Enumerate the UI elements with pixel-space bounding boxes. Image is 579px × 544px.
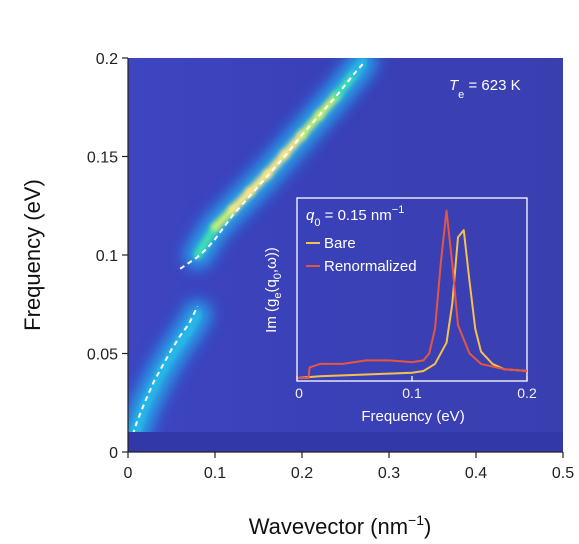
y-tick-label: 0 <box>109 445 118 462</box>
x-tick-label: 0 <box>124 465 133 482</box>
x-tick-label: 0.4 <box>465 465 487 482</box>
dashed-curves <box>132 63 364 432</box>
ridge-lower-core-segment <box>184 310 202 334</box>
ridge-upper-core-segment <box>193 223 219 259</box>
ridge-lower-core-segment <box>141 365 167 409</box>
ridge-upper-core-segment <box>245 170 272 196</box>
x-tick-label: 0.3 <box>378 465 400 482</box>
ridge-upper-core-segment <box>228 187 254 214</box>
ridge-upper-core-segment <box>298 111 324 139</box>
ridge-lower-core-segment <box>132 400 150 432</box>
heatmap-floor-band <box>128 432 563 452</box>
ridge-upper-core-segment <box>263 150 289 179</box>
inset-plot: 0 0.1 0.2 Frequency (eV) Im (ge(q0,ω)) q0 … <box>263 197 537 425</box>
x-axis-label: Wavevector (nm−1) <box>249 512 432 539</box>
inset-series <box>296 209 528 379</box>
inset-x-tick-label: 0 <box>295 385 303 401</box>
y-tick-label: 0.2 <box>96 51 118 68</box>
inset-series-line-0 <box>296 229 528 379</box>
inset-header: q0 = 0.15 nm−1 <box>306 204 404 229</box>
legend-label-renormalized: Renormalized <box>324 258 417 275</box>
x-tick-label: 0.2 <box>291 465 313 482</box>
y-tick-label: 0.05 <box>87 347 118 364</box>
ridge-upper-core-segment <box>315 91 341 120</box>
inset-x-tick-label: 0.1 <box>402 385 422 401</box>
axes: 0 0.1 0.2 0.3 0.4 0.5 0 0.05 0.1 0.15 0.2 <box>87 51 574 482</box>
legend-label-bare: Bare <box>324 235 356 252</box>
inset-y-axis-label: Im (ge(q0,ω)) <box>263 247 284 333</box>
inset-x-ticks: 0 0.1 0.2 <box>295 376 537 401</box>
dashed-curve-0 <box>179 63 364 270</box>
ridge-upper-core-segment <box>280 130 306 159</box>
inset-x-tick-label: 0.2 <box>517 385 537 401</box>
y-ticks: 0 0.05 0.1 0.15 0.2 <box>87 51 128 462</box>
temperature-annotation: Te = 623 K <box>449 77 521 101</box>
y-tick-label: 0.15 <box>87 150 118 167</box>
main-plot <box>128 58 563 452</box>
dashed-curve-1 <box>132 305 199 432</box>
ridge-lower-core-segment <box>158 337 185 374</box>
y-tick-label: 0.1 <box>96 248 118 265</box>
inset-x-axis-label: Frequency (eV) <box>361 408 464 425</box>
y-axis-label: Frequency (eV) <box>20 179 45 331</box>
x-tick-label: 0.5 <box>552 465 574 482</box>
x-ticks: 0 0.1 0.2 0.3 0.4 0.5 <box>124 452 574 482</box>
ridge-upper-core-segment <box>332 69 359 100</box>
inset-series-line-1 <box>297 209 528 379</box>
inset-legend: Bare Renormalized <box>306 235 417 275</box>
x-tick-label: 0.1 <box>204 465 226 482</box>
ridge-upper-core-segment <box>211 205 237 232</box>
